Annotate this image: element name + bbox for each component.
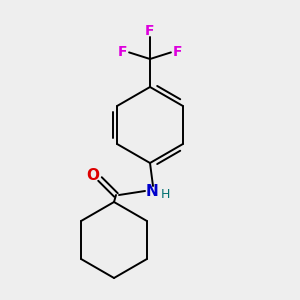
Text: F: F (145, 24, 155, 38)
Text: F: F (117, 45, 127, 59)
Text: N: N (146, 184, 158, 199)
Text: O: O (86, 167, 100, 182)
Text: H: H (160, 188, 170, 202)
Text: F: F (173, 45, 183, 59)
